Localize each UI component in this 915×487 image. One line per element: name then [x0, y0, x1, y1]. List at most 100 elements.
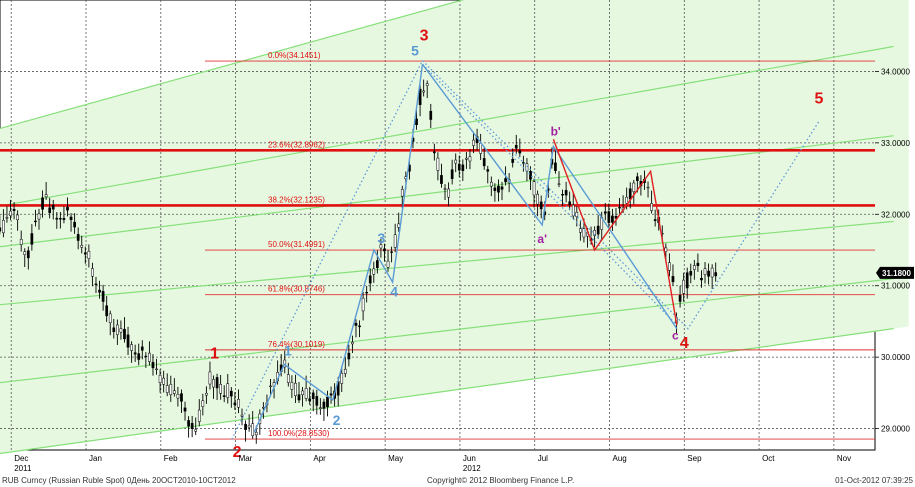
candle-body: [83, 252, 87, 255]
candle-body: [172, 390, 176, 394]
channel-line: [0, 45, 894, 207]
candle-body: [55, 217, 59, 220]
candle-body: [564, 190, 568, 196]
candle-body: [489, 181, 493, 187]
candle-body: [48, 207, 52, 213]
candle-body: [251, 423, 255, 437]
channel-lines: [0, 0, 894, 455]
candle-body: [714, 272, 718, 277]
candle-body: [700, 277, 703, 281]
channel-shading: [0, 0, 909, 454]
candle-body: [37, 213, 41, 220]
candle-body: [628, 188, 632, 200]
candle-body: [650, 203, 653, 211]
candle-body: [254, 432, 258, 436]
candle-body: [668, 262, 671, 271]
candle-body: [262, 406, 265, 409]
candle-body: [112, 327, 116, 332]
candle-body: [432, 151, 436, 154]
candle-body: [116, 324, 119, 335]
candle-body: [304, 388, 308, 399]
candle-body: [201, 400, 205, 407]
candle-body: [26, 250, 30, 259]
candle-body: [301, 390, 304, 395]
candle-body: [707, 270, 710, 277]
wave-label: b': [551, 125, 561, 139]
wave-label: 1: [284, 343, 292, 359]
gridlines: [0, 0, 875, 450]
candle-body: [368, 275, 372, 284]
candle-body: [514, 144, 518, 149]
x-axis-year-label: 2012: [463, 464, 481, 473]
candle-body: [582, 228, 586, 238]
candle-body: [30, 233, 34, 245]
candle-body: [603, 211, 607, 214]
candle-body: [98, 289, 101, 293]
corrective-wave-blue: [421, 63, 678, 329]
wave-label: c: [672, 328, 679, 342]
candle-body: [393, 234, 397, 248]
wave-label: 2: [233, 444, 242, 461]
candle-body: [190, 423, 194, 430]
x-axis-month-label: Aug: [613, 454, 627, 463]
candle-body: [450, 169, 454, 179]
candle-body: [105, 305, 109, 317]
wave-label: 5: [814, 91, 823, 108]
candle-body: [12, 208, 16, 211]
x-axis-month-label: Jun: [463, 454, 476, 463]
x-axis-month-label: Apr: [313, 454, 326, 463]
candle-body: [696, 262, 700, 267]
candle-body: [497, 185, 500, 193]
fib-level-label: 23.6%(32.8962): [268, 140, 325, 149]
candle-body: [386, 260, 390, 268]
wave-label: 1: [210, 346, 219, 363]
candle-body: [294, 382, 297, 396]
x-axis-month-label: Jan: [89, 454, 102, 463]
candle-body: [165, 385, 169, 393]
candle-body: [465, 157, 468, 160]
candle-body: [529, 171, 532, 180]
x-axis-month-label: Feb: [164, 454, 178, 463]
candle-body: [194, 429, 198, 432]
status-bar: RUB Curncy (Russian Ruble Spot) 0День 20…: [0, 476, 915, 487]
candle-body: [571, 204, 575, 217]
candle-body: [418, 88, 422, 105]
candle-body: [710, 267, 714, 278]
candle-body: [422, 90, 426, 93]
candle-body: [16, 214, 19, 221]
candle-body: [19, 239, 23, 245]
copyright-notice: Copyright© 2012 Bloomberg Finance L.P.: [427, 476, 575, 485]
candle-body: [575, 212, 579, 218]
candle-body: [376, 260, 379, 268]
wave-overlays: [231, 59, 820, 440]
fib-level-label: 76.4%(30.1019): [268, 340, 325, 349]
x-axis-month-label: Jul: [538, 454, 548, 463]
channel-line: [0, 220, 894, 306]
candle-body: [468, 156, 472, 162]
wave-label: 4: [390, 283, 398, 299]
candle-body: [461, 164, 465, 171]
candle-body: [351, 341, 354, 345]
candle-body: [158, 374, 162, 384]
candle-body: [244, 423, 247, 430]
candle-body: [596, 225, 600, 235]
fib-level-label: 61.8%(30.8746): [268, 285, 325, 294]
candle-body: [635, 176, 639, 181]
candle-body: [561, 194, 564, 196]
candle-body: [34, 220, 37, 223]
wave-label: a': [537, 232, 547, 246]
candle-body: [297, 394, 301, 401]
candle-body: [493, 187, 497, 191]
y-axis: 34.0000 33.0000 32.0000 31.0000 30.0000 29.00…: [875, 67, 914, 434]
candle-body: [692, 265, 696, 270]
candle-body: [361, 297, 365, 312]
candle-body: [151, 361, 155, 369]
candle-body: [73, 221, 76, 228]
x-axis-month-label: Mar: [239, 454, 253, 463]
candle-body: [607, 211, 611, 223]
candle-body: [653, 219, 657, 221]
last-price-tag: [876, 266, 914, 279]
candle-body: [219, 384, 222, 394]
price-chart: 0.0%(34.1451) 23.6%(32.8962) 38.2%(32.1235…: [0, 0, 914, 473]
